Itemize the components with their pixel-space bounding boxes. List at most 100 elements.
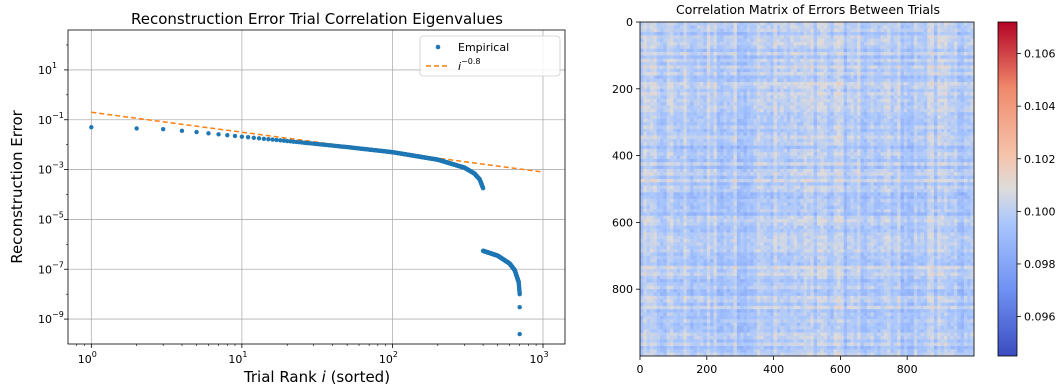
heatmap-cell bbox=[840, 58, 845, 63]
heatmap-cell bbox=[733, 25, 738, 29]
heatmap-cell bbox=[753, 45, 758, 50]
heatmap-cell bbox=[710, 28, 714, 33]
heatmap-cell bbox=[656, 105, 661, 110]
heatmap-cell bbox=[650, 112, 654, 116]
heatmap-cell bbox=[807, 92, 811, 96]
heatmap-cell bbox=[713, 95, 718, 100]
heatmap-cell bbox=[773, 148, 778, 153]
heatmap-cell bbox=[917, 102, 921, 106]
heatmap-cell bbox=[690, 115, 694, 120]
heatmap-cell bbox=[673, 148, 678, 153]
heatmap-cell bbox=[690, 102, 694, 106]
heatmap-cell bbox=[696, 145, 701, 150]
heatmap-cell bbox=[716, 125, 721, 130]
heatmap-cell bbox=[837, 138, 841, 143]
heatmap-cell bbox=[700, 108, 704, 113]
heatmap-cell bbox=[923, 118, 928, 123]
heatmap-cell bbox=[857, 98, 861, 103]
heatmap-cell bbox=[910, 82, 915, 86]
heatmap-cell bbox=[760, 38, 764, 43]
heatmap-cell bbox=[743, 78, 748, 83]
heatmap-cell bbox=[666, 115, 671, 120]
heatmap-cell bbox=[917, 155, 921, 160]
heatmap-cell bbox=[843, 98, 848, 103]
heatmap-cell bbox=[733, 72, 738, 76]
heatmap-cell bbox=[910, 65, 915, 70]
heatmap-cell bbox=[963, 65, 968, 70]
heatmap-cell bbox=[913, 152, 918, 156]
heatmap-cell bbox=[950, 152, 955, 156]
heatmap-cell bbox=[950, 115, 955, 120]
heatmap-cell bbox=[713, 115, 718, 120]
heatmap-cell bbox=[877, 92, 881, 96]
left-plot-frame bbox=[67, 29, 566, 345]
heatmap-cell bbox=[830, 158, 835, 163]
heatmap-cell bbox=[753, 42, 758, 46]
heatmap-cell bbox=[840, 135, 845, 140]
heatmap-cell bbox=[803, 78, 808, 83]
heatmap-cell bbox=[740, 28, 744, 33]
heatmap-cell bbox=[696, 38, 701, 43]
heatmap-cell bbox=[850, 35, 855, 39]
heatmap-cell bbox=[890, 128, 895, 133]
heatmap-cell bbox=[847, 112, 851, 116]
heatmap-cell bbox=[766, 132, 771, 136]
heatmap-cell bbox=[960, 55, 965, 60]
heatmap-cell bbox=[840, 112, 845, 116]
heatmap-cell bbox=[920, 142, 925, 146]
heatmap-cell bbox=[640, 145, 644, 150]
heatmap-cell bbox=[676, 105, 681, 110]
heatmap-cell bbox=[763, 48, 768, 53]
heatmap-cell bbox=[857, 155, 861, 160]
heatmap-cell bbox=[733, 42, 738, 46]
heatmap-cell bbox=[780, 55, 784, 60]
heatmap-cell bbox=[833, 152, 838, 156]
heatmap-cell bbox=[840, 78, 845, 83]
heatmap-cell bbox=[696, 148, 701, 153]
heatmap-cell bbox=[963, 98, 968, 103]
heatmap-cell bbox=[650, 152, 654, 156]
heatmap-cell bbox=[796, 112, 801, 116]
heatmap-cell bbox=[967, 82, 971, 86]
heatmap-cell bbox=[963, 88, 968, 93]
heatmap-cell bbox=[867, 35, 871, 39]
heatmap-cell bbox=[660, 48, 664, 53]
heatmap-cell bbox=[683, 142, 688, 146]
heatmap-cell bbox=[660, 158, 664, 163]
heatmap-cell bbox=[907, 132, 911, 136]
heatmap-cell bbox=[857, 32, 861, 36]
heatmap-cell bbox=[693, 122, 698, 126]
heatmap-cell bbox=[957, 65, 961, 70]
heatmap-cell bbox=[770, 102, 774, 106]
heatmap-cell bbox=[937, 118, 941, 123]
heatmap-cell bbox=[703, 75, 708, 80]
heatmap-cell bbox=[676, 32, 681, 36]
heatmap-cell bbox=[700, 28, 704, 33]
heatmap-cell bbox=[947, 158, 951, 163]
heatmap-cell bbox=[860, 65, 865, 70]
heatmap-cell bbox=[817, 115, 821, 120]
heatmap-cell bbox=[640, 122, 644, 126]
heatmap-cell bbox=[870, 155, 875, 160]
heatmap-cell bbox=[716, 65, 721, 70]
heatmap-cell bbox=[903, 132, 908, 136]
heatmap-cell bbox=[733, 105, 738, 110]
heatmap-cell bbox=[666, 148, 671, 153]
heatmap-cell bbox=[900, 122, 905, 126]
heatmap-cell bbox=[837, 35, 841, 39]
heatmap-cell bbox=[766, 42, 771, 46]
heatmap-cell bbox=[680, 35, 684, 39]
heatmap-cell bbox=[930, 138, 935, 143]
heatmap-cell bbox=[720, 38, 724, 43]
heatmap-cell bbox=[950, 22, 955, 26]
heatmap-cell bbox=[776, 48, 781, 53]
heatmap-cell bbox=[860, 38, 865, 43]
heatmap-cell bbox=[730, 35, 734, 39]
heatmap-cell bbox=[840, 25, 845, 29]
heatmap-cell bbox=[743, 102, 748, 106]
heatmap-cell bbox=[760, 88, 764, 93]
heatmap-cell bbox=[756, 25, 761, 29]
heatmap-cell bbox=[823, 112, 828, 116]
heatmap-cell bbox=[873, 158, 878, 163]
heatmap-cell bbox=[740, 68, 744, 73]
